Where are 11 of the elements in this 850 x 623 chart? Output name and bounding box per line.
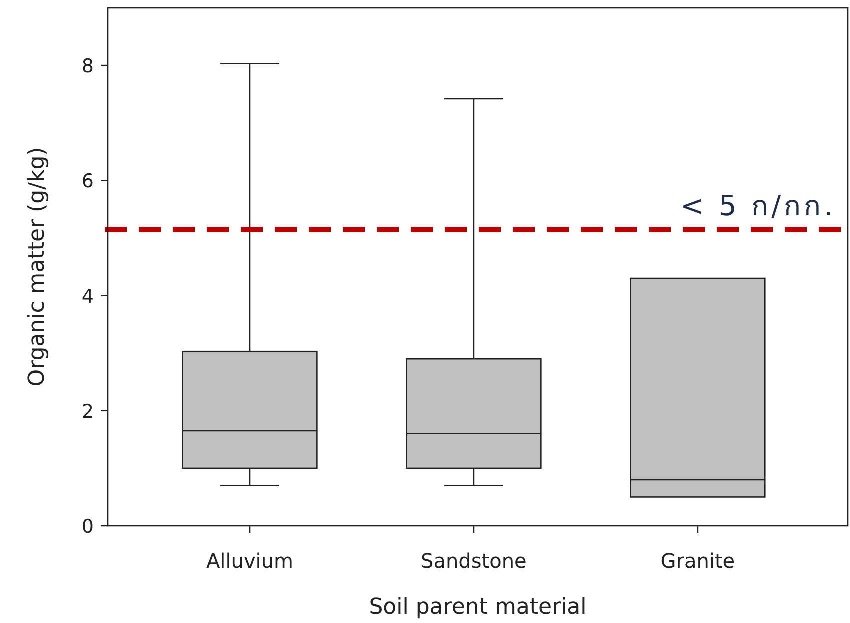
- x-tick-label: Granite: [660, 549, 736, 573]
- x-tick-label: Sandstone: [421, 549, 527, 573]
- y-tick-label: 4: [82, 286, 94, 308]
- y-tick-label: 2: [82, 400, 94, 423]
- ref-line-label: < 5 ก/กก.: [680, 190, 836, 223]
- y-axis-title: Organic matter (g/kg): [25, 147, 50, 387]
- y-tick-label: 6: [82, 170, 94, 193]
- x-axis-title: Soil parent material: [369, 595, 587, 620]
- x-tick-label: Alluvium: [206, 549, 294, 573]
- y-tick-label: 8: [82, 56, 94, 78]
- y-tick-label: 0: [82, 516, 94, 538]
